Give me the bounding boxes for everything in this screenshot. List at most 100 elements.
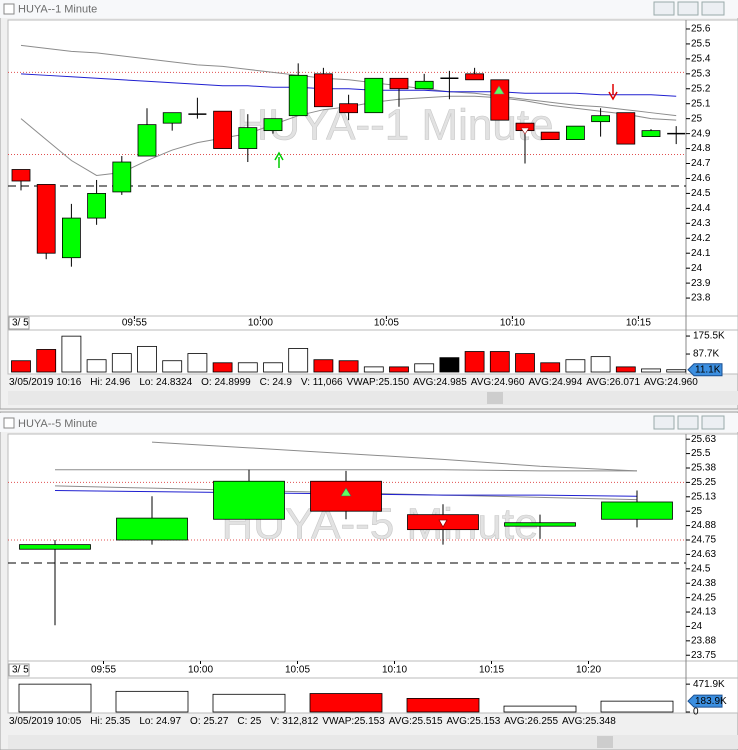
y-tick-label: 23.88	[691, 635, 716, 646]
info-item: AVG:25.153	[447, 716, 501, 727]
volume-bar	[11, 360, 31, 373]
y-tick-label: 24.13	[691, 607, 716, 618]
average-line	[20, 73, 677, 97]
info-item: C: 25	[237, 716, 261, 727]
scroll-thumb[interactable]	[487, 392, 503, 404]
info-item: C: 24.9	[260, 377, 293, 388]
window-title: HUYA--5 Minute	[18, 418, 97, 430]
candle-body	[490, 79, 510, 121]
y-tick-label: 25.5	[691, 39, 711, 50]
info-item: Hi: 25.35	[90, 716, 130, 727]
close-button[interactable]	[701, 415, 725, 430]
info-item: VWAP:25.153	[322, 716, 385, 727]
volume-tick-label: 87.7K	[693, 349, 719, 360]
up-signal	[493, 85, 505, 95]
y-tick-label: 24.75	[691, 535, 716, 546]
x-tick-label: 09:55	[122, 318, 147, 329]
candle-body	[339, 103, 359, 114]
candle-body	[137, 124, 157, 157]
candle-body	[465, 73, 485, 81]
chart-layer: HUYA--1 Minute25.625.525.425.325.225.125…	[8, 24, 727, 727]
x-tick-label: 10:20	[576, 665, 601, 676]
candle-body	[566, 125, 585, 140]
scrollbar[interactable]	[8, 735, 738, 749]
down-signal	[438, 519, 448, 528]
info-line: 3/05/2019 10:16 Hi: 24.96 Lo: 24.8324 O: 24…	[9, 377, 698, 388]
y-tick-label: 25	[691, 506, 703, 517]
y-tick-label: 24	[691, 263, 703, 274]
candle-body	[591, 115, 610, 123]
info-item: AVG:24.960	[644, 377, 698, 388]
volume-bar	[313, 359, 334, 373]
candle-body	[641, 130, 661, 138]
info-item: V: 312,812	[270, 716, 318, 727]
volume-bar	[111, 353, 132, 373]
y-tick-label: 24.4	[691, 203, 711, 214]
candle-body	[313, 73, 333, 108]
candle-body	[504, 522, 576, 527]
y-tick-label: 25.25	[691, 477, 716, 488]
scrollbar[interactable]	[8, 391, 738, 405]
up-signal	[340, 487, 352, 497]
scroll-thumb[interactable]	[597, 736, 613, 748]
candle-body	[414, 80, 434, 90]
candle-body	[238, 127, 258, 149]
y-tick-label: 23.75	[691, 650, 716, 661]
minimize-button[interactable]	[653, 415, 675, 430]
volume-bar	[36, 349, 57, 373]
candle-body	[389, 77, 409, 90]
time-axis	[7, 660, 738, 679]
close-button[interactable]	[701, 1, 725, 16]
info-item: VWAP:25.150	[347, 377, 410, 388]
volume-bar	[237, 362, 258, 373]
info-item: AVG:25.515	[389, 716, 443, 727]
candle-body	[19, 544, 91, 550]
maximize-button[interactable]	[677, 1, 699, 16]
volume-bar	[61, 335, 82, 373]
price-pane	[7, 433, 738, 662]
down-signal	[520, 127, 530, 135]
average-line	[151, 441, 638, 472]
y-tick-label: 25.6	[691, 24, 711, 35]
volume-bar	[540, 362, 561, 373]
volume-bar	[439, 357, 460, 373]
info-item: O: 25.27	[190, 716, 229, 727]
volume-bar	[414, 363, 435, 373]
info-item: O: 24.8999	[201, 377, 251, 388]
volume-bar	[363, 366, 384, 373]
volume-bar	[489, 351, 510, 373]
y-tick-label: 25.2	[691, 83, 711, 94]
volume-bar	[515, 353, 535, 373]
maximize-button[interactable]	[677, 415, 699, 430]
y-tick-label: 24.3	[691, 218, 711, 229]
info-line: 3/05/2019 10:05 Hi: 25.35 Lo: 24.97 O: 25.2…	[9, 716, 616, 727]
date-box	[8, 316, 30, 330]
y-tick-label: 24.7	[691, 158, 711, 169]
title-bar	[0, 413, 738, 432]
y-tick-label: 25.1	[691, 98, 711, 109]
candle-body	[162, 112, 182, 124]
volume-bar	[187, 353, 208, 373]
minimize-button[interactable]	[653, 1, 675, 16]
volume-flag-label: 183.9K	[695, 696, 727, 707]
window-title: HUYA--1 Minute	[18, 3, 97, 15]
info-item: 3/05/2019 10:05	[9, 716, 82, 727]
x-tick-label: 10:00	[248, 318, 273, 329]
candle-body	[116, 517, 188, 541]
candle-body	[616, 112, 636, 145]
y-tick-label: 24.5	[691, 188, 711, 199]
date-box	[8, 663, 30, 677]
volume-flag	[687, 363, 723, 377]
volume-bar	[338, 360, 359, 373]
title-bar	[0, 0, 738, 18]
info-item: 3/05/2019 10:16	[9, 377, 82, 388]
volume-flag-label: 11.1K	[695, 364, 721, 375]
volume-bar	[666, 369, 687, 373]
x-tick-label: 10:15	[479, 665, 504, 676]
volume-bar	[590, 356, 611, 373]
volume-bar	[503, 705, 577, 713]
y-tick-label: 24.25	[691, 592, 716, 603]
candle-body	[36, 184, 56, 254]
y-tick-label: 24.8	[691, 143, 711, 154]
